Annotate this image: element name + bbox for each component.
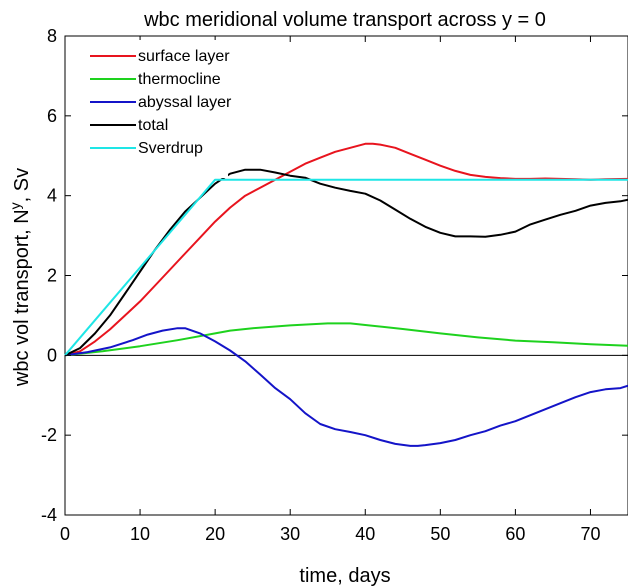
- y-axis-label: wbc vol transport, Ny, Sv: [7, 168, 33, 387]
- y-axis-label-main: wbc vol transport, N: [11, 209, 33, 387]
- legend-box: [76, 40, 228, 178]
- y-axis-label-superscript: y: [7, 202, 23, 209]
- x-tick-label: 30: [280, 524, 300, 544]
- series-line-abyssal-layer: [64, 327, 628, 447]
- legend-label: abyssal layer: [138, 94, 232, 111]
- legend-label: surface layer: [138, 48, 230, 65]
- y-axis-label-unit: , Sv: [11, 168, 33, 202]
- legend-label: Sverdrup: [138, 140, 203, 157]
- legend: surface layer thermocline abyssal layer tot…: [76, 40, 232, 178]
- x-axis-label: time, days: [299, 565, 390, 587]
- y-tick-label: 8: [47, 26, 57, 46]
- x-tick-label: 60: [505, 524, 525, 544]
- legend-label: thermocline: [138, 71, 221, 88]
- y-tick-labels: -4 -2 0 2 4 6 8: [41, 26, 57, 525]
- series-line-sverdrup: [64, 178, 628, 356]
- series-line-thermocline: [64, 322, 628, 357]
- y-tick-label: -2: [41, 425, 57, 445]
- series-layer: [64, 142, 628, 447]
- y-tick-label: 6: [47, 106, 57, 126]
- x-tick-label: 0: [60, 524, 70, 544]
- legend-label: total: [138, 117, 168, 134]
- x-tick-label: 10: [130, 524, 150, 544]
- chart-title: wbc meridional volume transport across y…: [143, 9, 546, 31]
- y-tick-label: 2: [47, 266, 57, 286]
- x-tick-labels: 0 10 20 30 40 50 60 70: [60, 524, 600, 544]
- x-tick-label: 20: [205, 524, 225, 544]
- x-tick-label: 40: [355, 524, 375, 544]
- y-tick-label: -4: [41, 505, 57, 525]
- x-tick-label: 50: [430, 524, 450, 544]
- x-tick-label: 70: [580, 524, 600, 544]
- y-tick-label: 4: [47, 186, 57, 206]
- y-tick-label: 0: [47, 345, 57, 365]
